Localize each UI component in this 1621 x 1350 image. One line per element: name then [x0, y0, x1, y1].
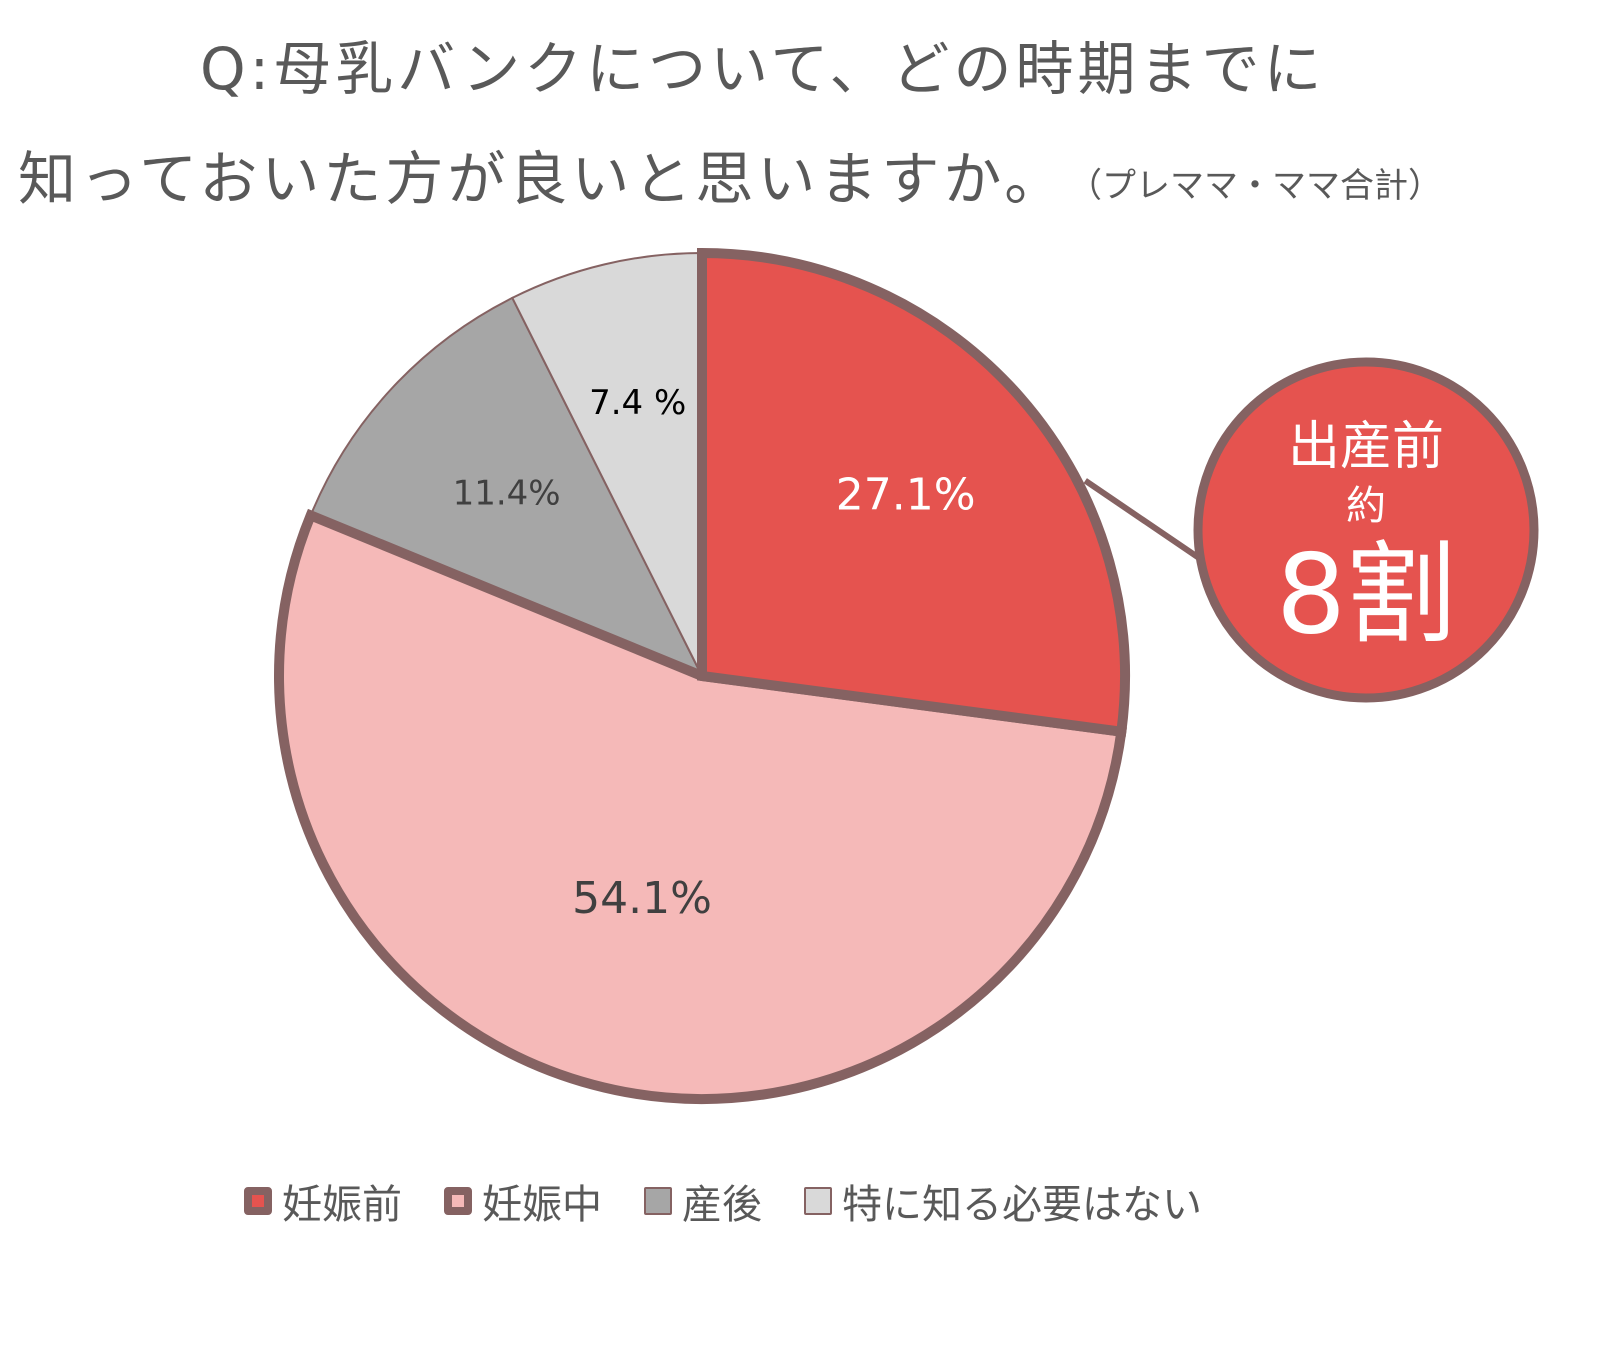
slice-before-pregnancy [697, 247, 1130, 738]
pie-slices [274, 247, 1130, 1104]
legend-label: 特に知る必要はない [842, 1182, 1202, 1228]
chart-title-line1: Q:母乳バンクについて、どの時期までに [200, 35, 1326, 103]
legend-item-before-pregnancy: 妊娠前 [244, 1172, 402, 1230]
legend-swatch-fill [252, 1195, 264, 1207]
legend-item-not-needed: 特に知る必要はない [804, 1172, 1202, 1230]
callout-bubble [1193, 357, 1539, 703]
legend-label: 妊娠前 [282, 1182, 402, 1228]
legend-swatch [644, 1187, 672, 1215]
callout-line3: 8割 [1276, 530, 1456, 658]
callout-connector [1083, 478, 1204, 563]
legend-item-postpartum: 産後 [644, 1172, 762, 1230]
legend-swatch [804, 1187, 832, 1215]
data-label: 11.4% [453, 473, 561, 513]
callout: 出産前 約 8割 [1083, 357, 1539, 703]
legend-label: 妊娠中 [482, 1182, 602, 1228]
legend-item-during-pregnancy: 妊娠中 [444, 1172, 602, 1230]
callout-line1: 出産前 [1288, 417, 1444, 477]
chart-title-line2: 知っておいた方が良いと思いますか。 [18, 145, 1067, 213]
callout-line2: 約 [1346, 483, 1386, 529]
data-label: 27.1% [836, 470, 976, 521]
data-label: 7.4 % [589, 383, 686, 423]
legend-label: 産後 [682, 1182, 762, 1228]
slice-during-pregnancy [274, 508, 1127, 1104]
legend-swatch-fill [452, 1195, 464, 1207]
chart-subtitle: （プレママ・ママ合計） [1068, 166, 1442, 206]
legend-swatch [244, 1187, 272, 1215]
slice-not-needed [510, 251, 703, 677]
legend: 妊娠前 妊娠中 産後 特に知る必要はない [244, 1172, 1244, 1230]
slice-postpartum [309, 296, 705, 678]
data-label: 54.1% [572, 873, 712, 924]
data-labels: 27.1% 54.1% 11.4% 7.4 % [453, 383, 976, 924]
legend-swatch [444, 1187, 472, 1215]
